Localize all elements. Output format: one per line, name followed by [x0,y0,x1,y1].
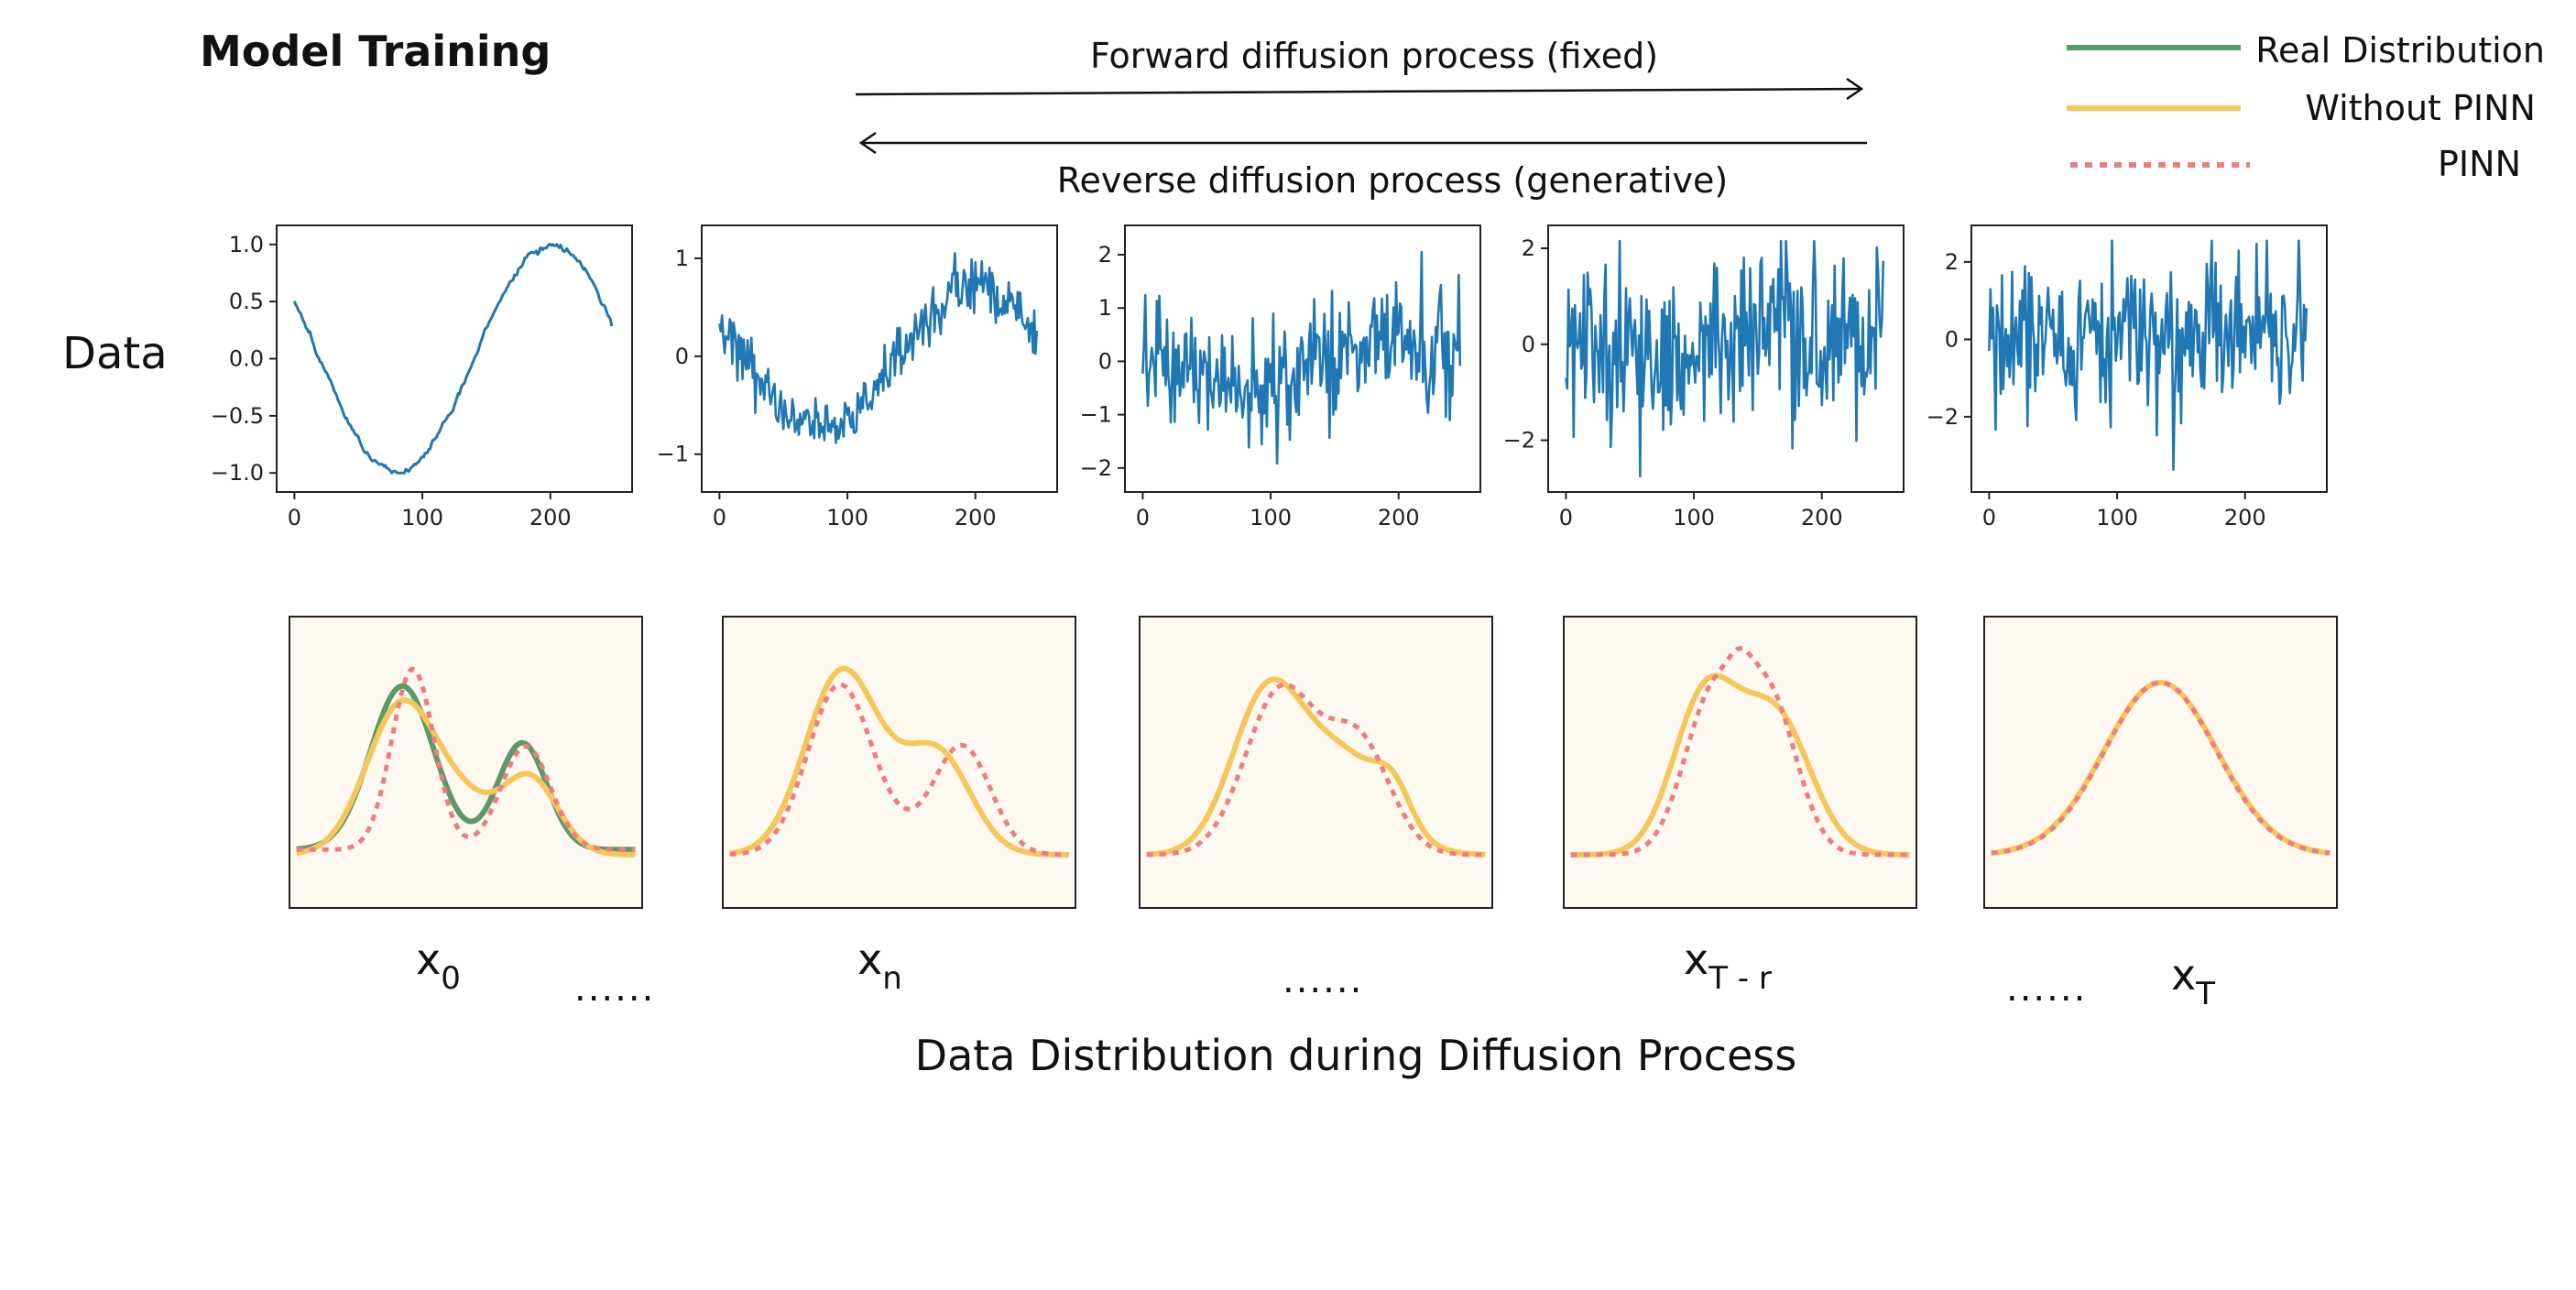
y-tick-label: 0.5 [229,289,264,314]
distribution-row [289,616,2338,909]
x-tick-label: 0 [1982,505,1996,530]
legend-label-pinn: PINN [2438,144,2521,184]
y-tick-label: 2 [1522,235,1535,261]
forward-arrow-head [1846,77,1864,101]
distribution-panel-2 [1139,616,1493,909]
ellipsis-2: ...... [1283,959,1363,1001]
y-tick-label: 0 [675,344,689,369]
y-tick-label: 0.0 [229,346,264,372]
x-tick-label: 0 [1559,505,1573,530]
row-label-data: Data [62,328,168,379]
y-tick-label: 1 [675,246,689,271]
x-tick-label: 200 [1801,505,1843,530]
legend-label-real: Real Distribution [2255,30,2545,71]
distribution-frame [1983,616,2338,909]
y-tick-label: 1.0 [229,232,264,257]
y-tick-label: −1 [1080,402,1112,428]
y-tick-label: −2 [1927,404,1959,430]
x-tick-label: 200 [2224,505,2266,530]
stage-label-xT: xT [2171,950,2215,1012]
curve-without-pinn [1570,672,1910,858]
distribution-panel-3 [1563,616,1917,909]
x-tick-label: 100 [826,505,868,530]
stage-label-xn: xn [857,935,902,997]
legend: Real Distribution Without PINN PINN [2067,30,2545,184]
y-tick-label: 0 [1522,332,1535,357]
curve-pinn [1146,682,1486,858]
forward-arrow [855,87,1862,96]
ellipsis-3: ...... [2006,968,2087,1010]
x-tick-label: 200 [529,505,572,530]
x-tick-label: 0 [713,505,726,530]
distribution-panel-1 [722,616,1076,909]
plot-series-line [1141,250,1462,465]
curve-without-pinn [1991,679,2330,856]
y-tick-label: −1.0 [211,460,264,486]
bottom-caption: Data Distribution during Diffusion Proce… [915,1031,1797,1080]
curve-without-pinn [1146,676,1486,858]
x-tick-label: 100 [401,505,443,530]
curve-pinn [729,682,1069,858]
y-tick-label: 2 [1098,242,1112,268]
curve-without-pinn [296,696,636,858]
distribution-frame [722,616,1076,909]
line-plot-3: 0 100 200 2 0 −2 [1503,224,1905,530]
plot-series-line [1565,239,1885,478]
plot-series-line [292,243,614,475]
x-tick-label: 200 [1378,505,1420,530]
reverse-label: Reverse diffusion process (generative) [1057,160,1728,201]
line-plot-2: 0 100 200 2 1 0 −1 −2 [1080,224,1481,530]
y-tick-label: 2 [1945,249,1959,275]
stage-label-xT-r: xT - r [1684,935,1772,997]
distribution-panel-0 [289,616,643,909]
curve-pinn [1570,645,1910,858]
x-tick-label: 0 [288,505,301,530]
plot-frame [701,224,1058,493]
line-plot-0: 0 100 200 1.0 0.5 0.0 −0.5 −1.0 [211,224,633,530]
legend-label-without-pinn: Without PINN [2305,88,2536,128]
x-tick-label: 100 [2096,505,2138,530]
distribution-panel-4 [1983,616,2338,909]
y-tick-label: −0.5 [211,403,264,429]
distribution-frame [1139,616,1493,909]
plot-series-line [1988,239,2309,471]
y-tick-label: −1 [657,442,689,467]
curve-without-pinn [729,665,1069,858]
plot-frame [276,224,633,493]
plot-series-line [718,251,1039,444]
y-tick-label: −2 [1080,455,1112,481]
distribution-frame [1563,616,1917,909]
reverse-arrow-head [858,131,877,155]
y-tick-label: 0 [1098,348,1112,374]
y-tick-label: 0 [1945,326,1959,352]
distribution-frame [289,616,643,909]
y-tick-label: −2 [1503,428,1535,454]
y-tick-label: 1 [1098,295,1112,321]
line-plot-4: 0 100 200 2 0 −2 [1927,224,2328,530]
stage-label-x0: x0 [416,935,461,997]
line-plot-1: 0 100 200 1 0 −1 [657,224,1058,530]
forward-label: Forward diffusion process (fixed) [1090,36,1658,76]
x-tick-label: 100 [1673,505,1715,530]
x-tick-label: 100 [1250,505,1292,530]
x-tick-label: 200 [955,505,997,530]
ellipsis-1: ...... [574,968,655,1010]
curve-pinn [296,666,636,852]
x-tick-label: 0 [1136,505,1150,530]
figure-title: Model Training [200,27,551,76]
